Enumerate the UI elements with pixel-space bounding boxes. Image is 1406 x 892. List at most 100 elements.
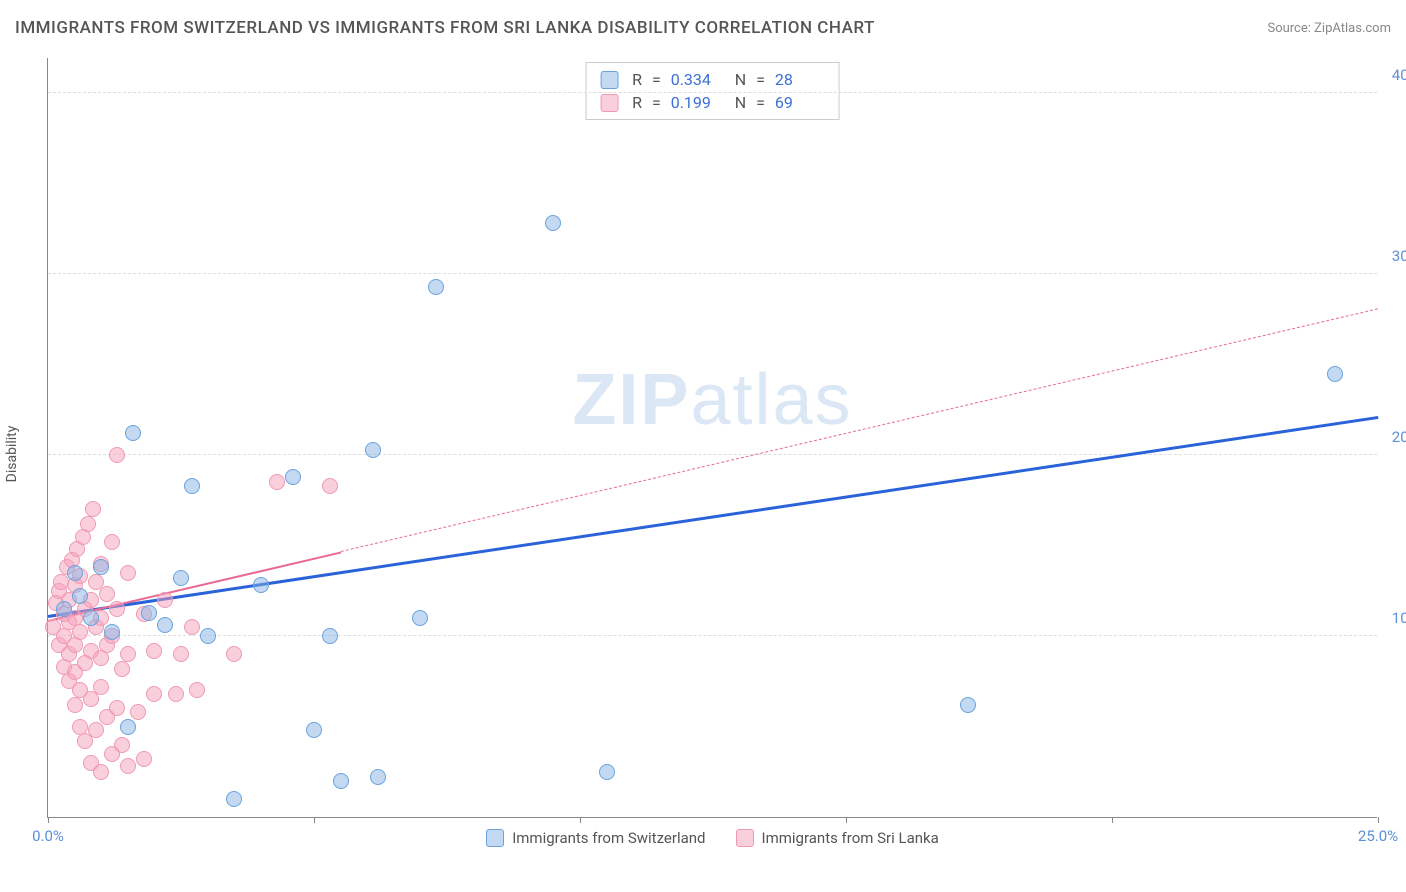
data-point (157, 617, 173, 633)
data-point (80, 516, 96, 532)
data-point (333, 773, 349, 789)
data-point (99, 586, 115, 602)
legend-item-switzerland: Immigrants from Switzerland (486, 829, 705, 847)
y-tick-label: 40.0% (1382, 66, 1406, 84)
legend-label-switzerland: Immigrants from Switzerland (512, 829, 705, 847)
stats-legend-box: R = 0.334 N = 28 R = 0.199 N = 69 (585, 62, 840, 120)
source-label: Source: ZipAtlas.com (1267, 21, 1391, 36)
data-point (141, 605, 157, 621)
data-point (269, 474, 285, 490)
legend-swatch-srilanka (736, 829, 754, 847)
data-point (168, 686, 184, 702)
data-point (146, 643, 162, 659)
data-point (109, 601, 125, 617)
data-point (120, 719, 136, 735)
data-point (189, 682, 205, 698)
data-point (599, 764, 615, 780)
data-point (1327, 366, 1343, 382)
gridline (48, 273, 1377, 274)
trend-line (48, 416, 1378, 618)
data-point (83, 691, 99, 707)
gridline (48, 454, 1377, 455)
data-point (322, 478, 338, 494)
legend-label-srilanka: Immigrants from Sri Lanka (762, 829, 939, 847)
data-point (104, 624, 120, 640)
chart-container: IMMIGRANTS FROM SWITZERLAND VS IMMIGRANT… (0, 0, 1406, 892)
data-point (173, 646, 189, 662)
data-point (365, 442, 381, 458)
data-point (136, 751, 152, 767)
data-point (67, 565, 83, 581)
swatch-switzerland (600, 71, 618, 89)
data-point (545, 215, 561, 231)
trend-line (340, 308, 1378, 553)
data-point (125, 425, 141, 441)
swatch-srilanka (600, 94, 618, 112)
title-bar: IMMIGRANTS FROM SWITZERLAND VS IMMIGRANT… (15, 18, 1391, 38)
x-tick-label: 25.0% (1358, 827, 1398, 845)
data-point (114, 661, 130, 677)
r-value-switzerland: 0.334 (671, 70, 721, 89)
watermark-rest: atlas (690, 360, 852, 440)
data-point (184, 619, 200, 635)
data-point (88, 722, 104, 738)
chart-title: IMMIGRANTS FROM SWITZERLAND VS IMMIGRANT… (15, 18, 875, 38)
y-axis-title: Disability (4, 426, 20, 483)
plot-area: ZIPatlas R = 0.334 N = 28 R = 0.199 N = … (47, 58, 1377, 818)
data-point (72, 624, 88, 640)
data-point (120, 646, 136, 662)
legend-item-srilanka: Immigrants from Sri Lanka (736, 829, 939, 847)
data-point (960, 697, 976, 713)
x-tick (48, 817, 49, 823)
r-value-srilanka: 0.199 (671, 93, 721, 112)
data-point (93, 559, 109, 575)
data-point (93, 679, 109, 695)
data-point (120, 565, 136, 581)
data-point (104, 534, 120, 550)
data-point (114, 737, 130, 753)
data-point (428, 279, 444, 295)
x-tick (580, 817, 581, 823)
data-point (285, 469, 301, 485)
data-point (184, 478, 200, 494)
data-point (157, 592, 173, 608)
data-point (83, 610, 99, 626)
data-point (226, 646, 242, 662)
watermark-bold: ZIP (572, 360, 690, 440)
data-point (146, 686, 162, 702)
gridline (48, 92, 1377, 93)
data-point (370, 769, 386, 785)
legend-swatch-switzerland (486, 829, 504, 847)
bottom-legend: Immigrants from Switzerland Immigrants f… (48, 829, 1377, 847)
x-tick-label: 0.0% (32, 827, 64, 845)
data-point (109, 447, 125, 463)
data-point (85, 501, 101, 517)
data-point (120, 758, 136, 774)
data-point (173, 570, 189, 586)
data-point (93, 764, 109, 780)
y-tick-label: 10.0% (1382, 609, 1406, 627)
data-point (322, 628, 338, 644)
gridline (48, 635, 1377, 636)
x-tick (846, 817, 847, 823)
data-point (226, 791, 242, 807)
y-tick-label: 20.0% (1382, 428, 1406, 446)
watermark: ZIPatlas (572, 359, 852, 441)
n-value-srilanka: 69 (775, 93, 825, 112)
y-tick-label: 30.0% (1382, 247, 1406, 265)
data-point (56, 601, 72, 617)
data-point (67, 697, 83, 713)
x-tick (1378, 817, 1379, 823)
data-point (200, 628, 216, 644)
data-point (130, 704, 146, 720)
data-point (72, 588, 88, 604)
n-value-switzerland: 28 (775, 70, 825, 89)
x-tick (1112, 817, 1113, 823)
data-point (109, 700, 125, 716)
stats-row-switzerland: R = 0.334 N = 28 (600, 68, 825, 91)
data-point (412, 610, 428, 626)
stats-row-srilanka: R = 0.199 N = 69 (600, 91, 825, 114)
x-tick (314, 817, 315, 823)
data-point (253, 577, 269, 593)
data-point (306, 722, 322, 738)
